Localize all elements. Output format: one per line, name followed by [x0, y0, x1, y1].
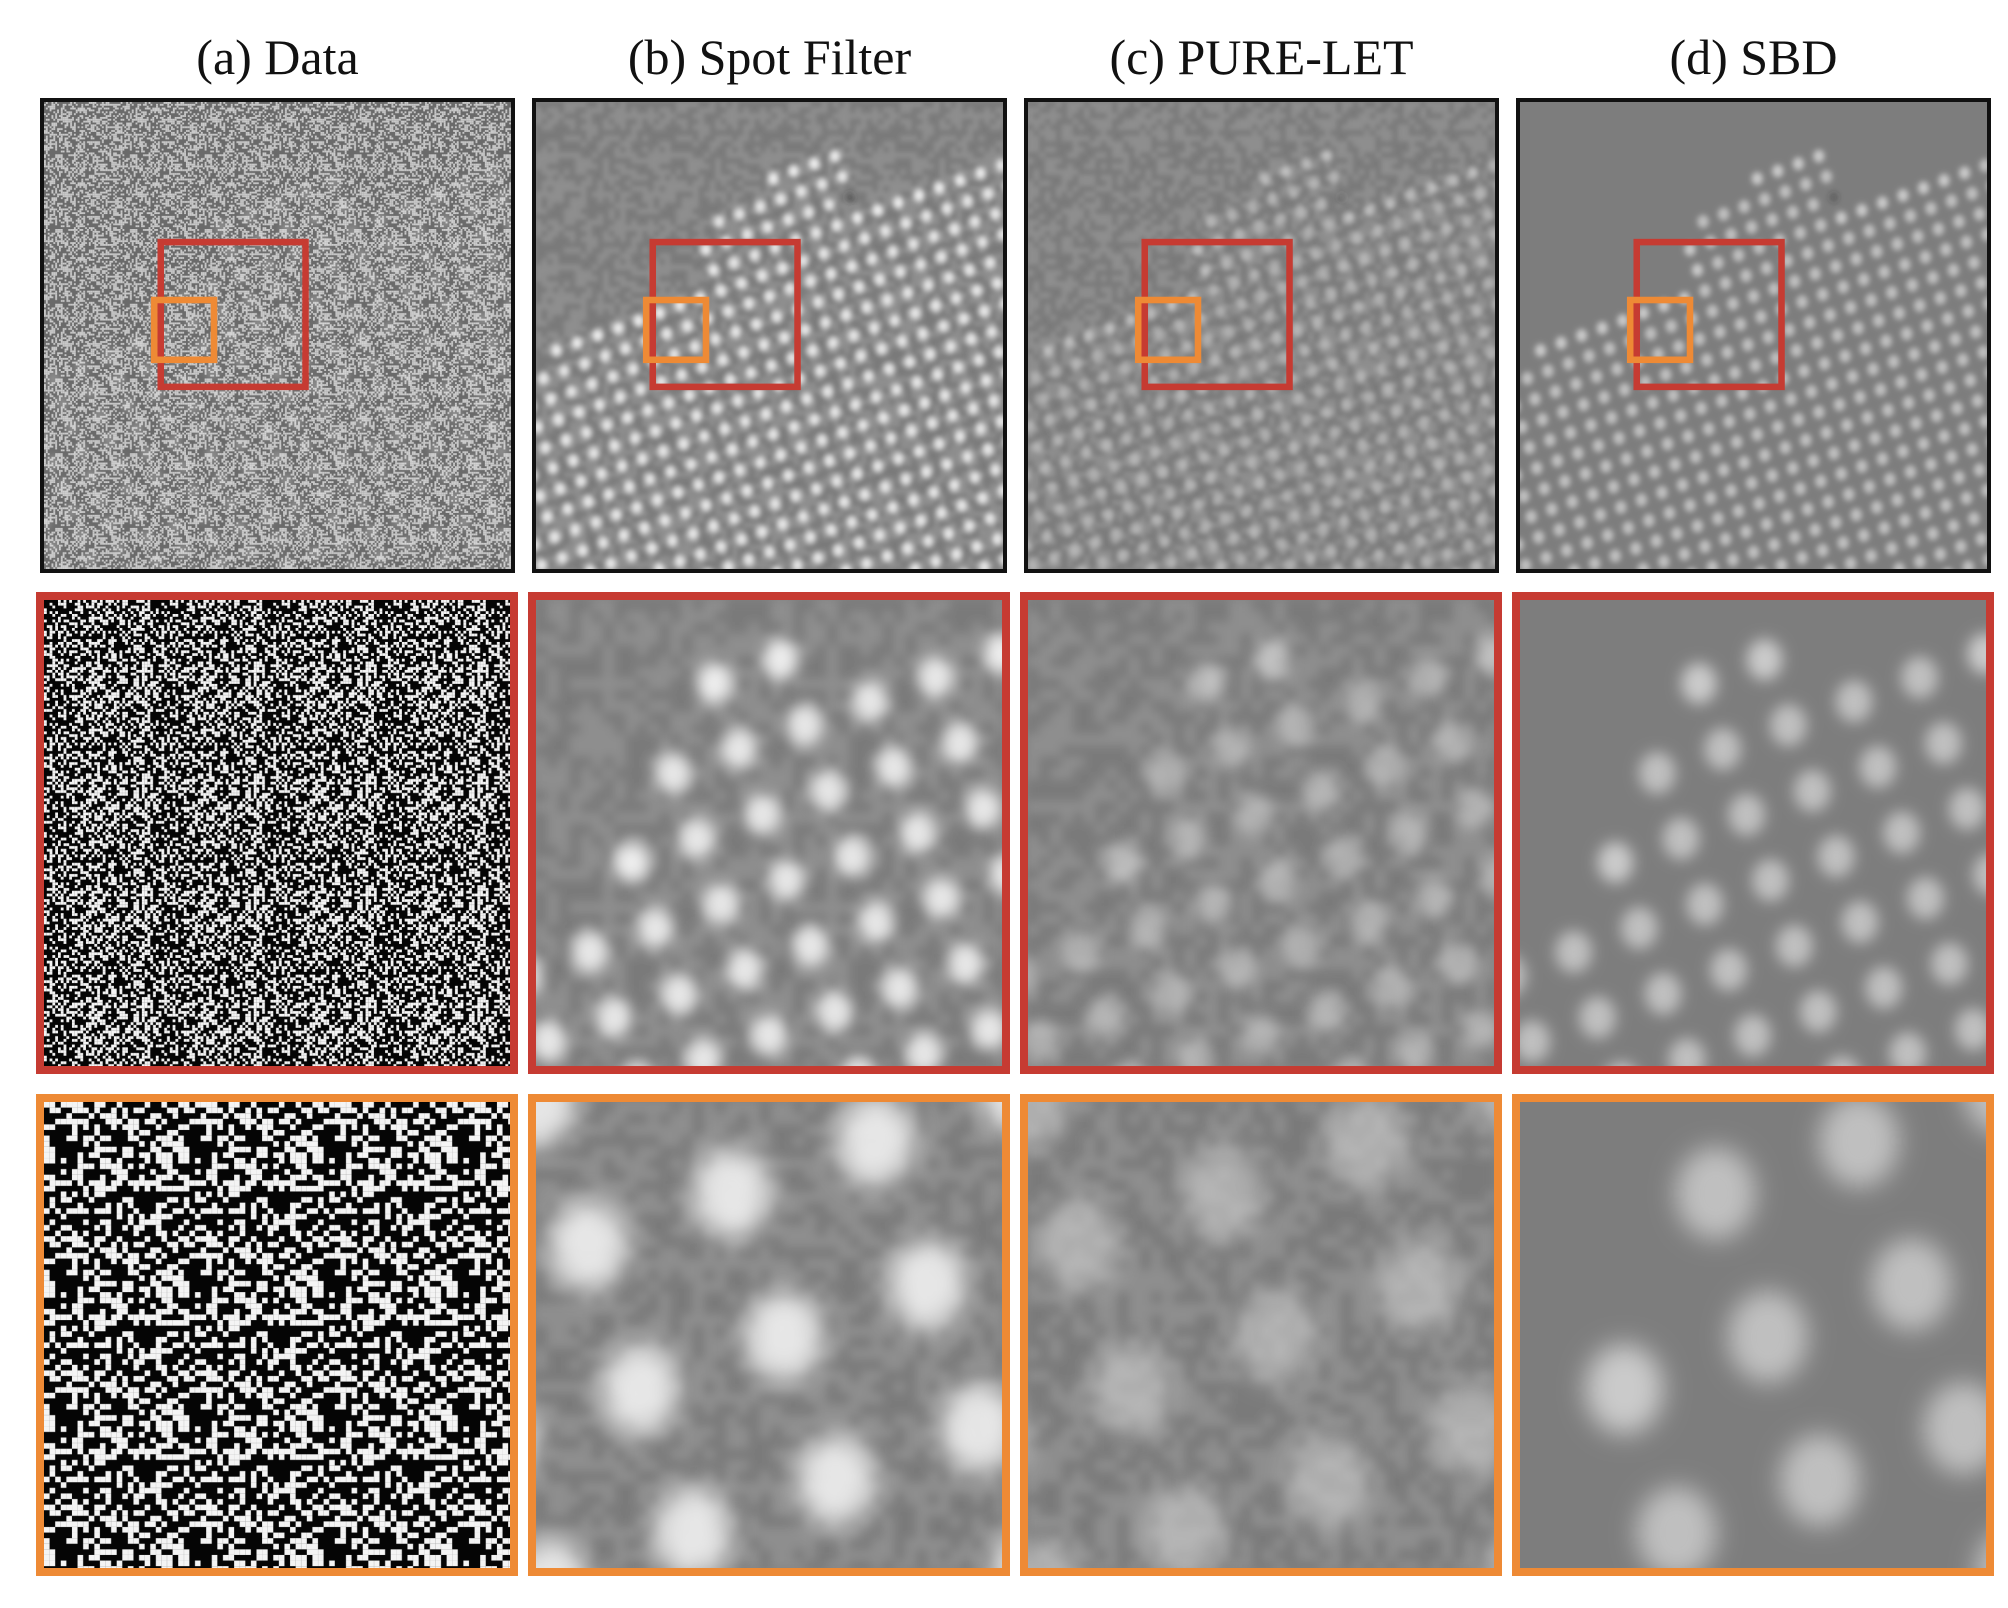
panel-sbd-orange-zoom: [1512, 1094, 1994, 1576]
panel-spot-filter-orange-zoom: [528, 1094, 1010, 1576]
panel-data-full: [40, 98, 515, 573]
panel-spot-filter-red-zoom: [528, 592, 1010, 1074]
panel-data-red-zoom: [36, 592, 518, 1074]
column-title-data: (a) Data: [196, 29, 359, 85]
panel-pure-let-orange-zoom: [1020, 1094, 1502, 1576]
column-title-spot-filter: (b) Spot Filter: [627, 29, 912, 85]
column-title-sbd: (d) SBD: [1669, 29, 1838, 85]
panel-data-orange-zoom: [36, 1094, 518, 1576]
panel-sbd-full: [1516, 98, 1991, 573]
panel-spot-filter-full: [532, 98, 1007, 573]
column-title-pure-let: (c) PURE-LET: [1109, 29, 1414, 85]
panel-sbd-red-zoom: [1512, 592, 1994, 1074]
panel-pure-let-full: [1024, 98, 1499, 573]
panel-pure-let-red-zoom: [1020, 592, 1502, 1074]
